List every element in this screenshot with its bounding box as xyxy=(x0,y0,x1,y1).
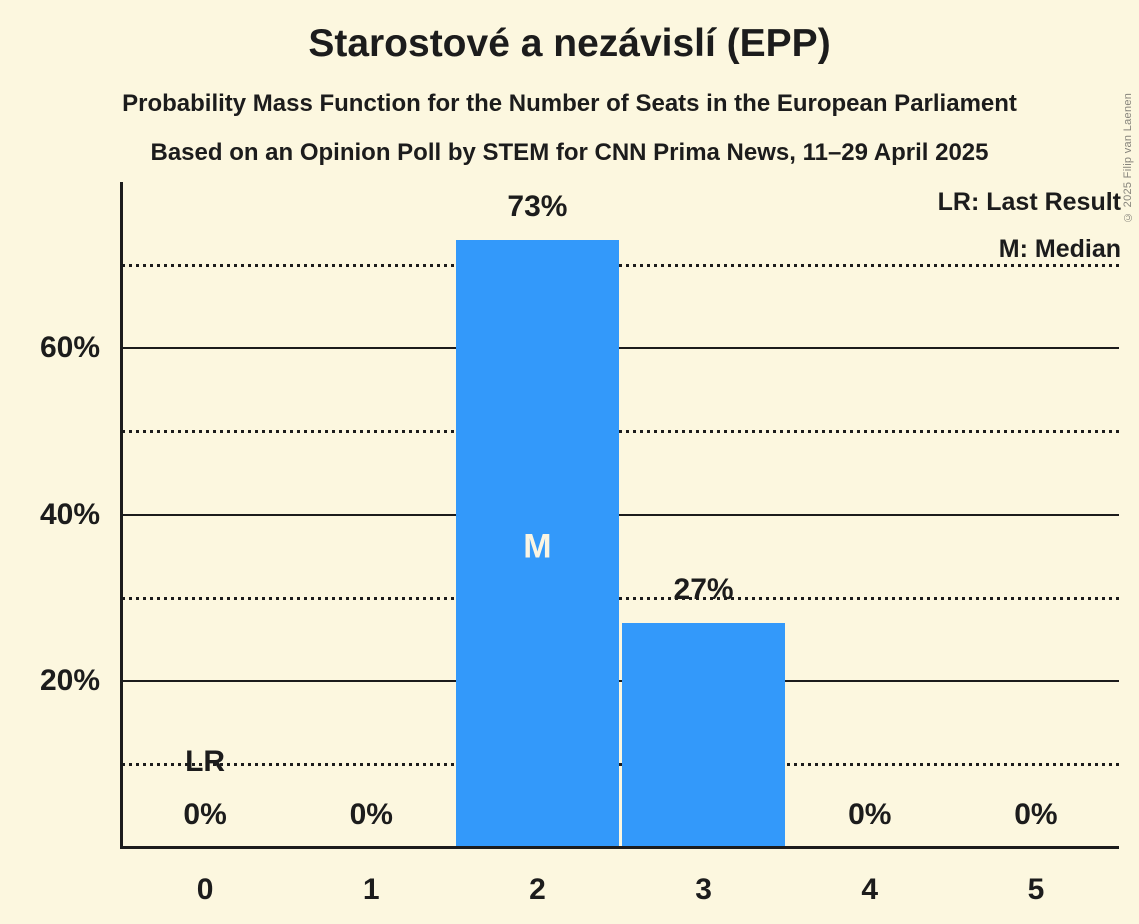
y-axis-tick-label: 40% xyxy=(39,497,100,531)
gridline-dotted-50pct xyxy=(122,430,1119,434)
bar-value-label: 0% xyxy=(1014,798,1058,831)
bar-value-label: 0% xyxy=(183,798,227,831)
x-axis-tick-label: 1 xyxy=(362,873,380,906)
bar-seats-3 xyxy=(622,622,786,847)
x-axis-tick-label: 2 xyxy=(529,873,546,906)
gridline-solid-20pct xyxy=(122,679,1119,682)
bar-value-label: 27% xyxy=(673,572,734,606)
x-axis-tick-label: 5 xyxy=(1027,873,1045,906)
copyright-notice: © 2025 Filip van Laenen xyxy=(1122,92,1134,223)
gridline-solid-60pct xyxy=(122,347,1119,350)
x-axis-tick-label: 4 xyxy=(861,873,879,906)
gridline-dotted-30pct xyxy=(122,596,1119,600)
bar-seats-2 xyxy=(455,240,619,847)
last-result-marker: LR xyxy=(185,744,226,778)
gridline-solid-40pct xyxy=(122,513,1119,516)
legend-last-result: LR: Last Result xyxy=(937,188,1121,216)
y-axis xyxy=(120,182,123,849)
y-axis-tick-label: 60% xyxy=(39,331,100,365)
y-axis-tick-label: 20% xyxy=(39,663,100,697)
x-axis xyxy=(120,846,1119,849)
chart-subtitle: Probability Mass Function for the Number… xyxy=(122,90,1017,117)
chart-title: Starostové a nezávislí (EPP) xyxy=(308,22,831,65)
bar-value-label: 73% xyxy=(507,190,568,224)
chart-source-subtitle: Based on an Opinion Poll by STEM for CNN… xyxy=(150,139,989,166)
gridline-dotted-70pct xyxy=(122,264,1119,268)
x-axis-tick-label: 0 xyxy=(196,873,214,906)
legend-median: M: Median xyxy=(998,235,1121,263)
bar-value-label: 0% xyxy=(848,798,892,831)
bar-value-label: 0% xyxy=(349,798,393,831)
x-axis-tick-label: 3 xyxy=(695,873,712,906)
gridline-dotted-10pct xyxy=(122,762,1119,766)
median-marker: M xyxy=(523,527,552,566)
